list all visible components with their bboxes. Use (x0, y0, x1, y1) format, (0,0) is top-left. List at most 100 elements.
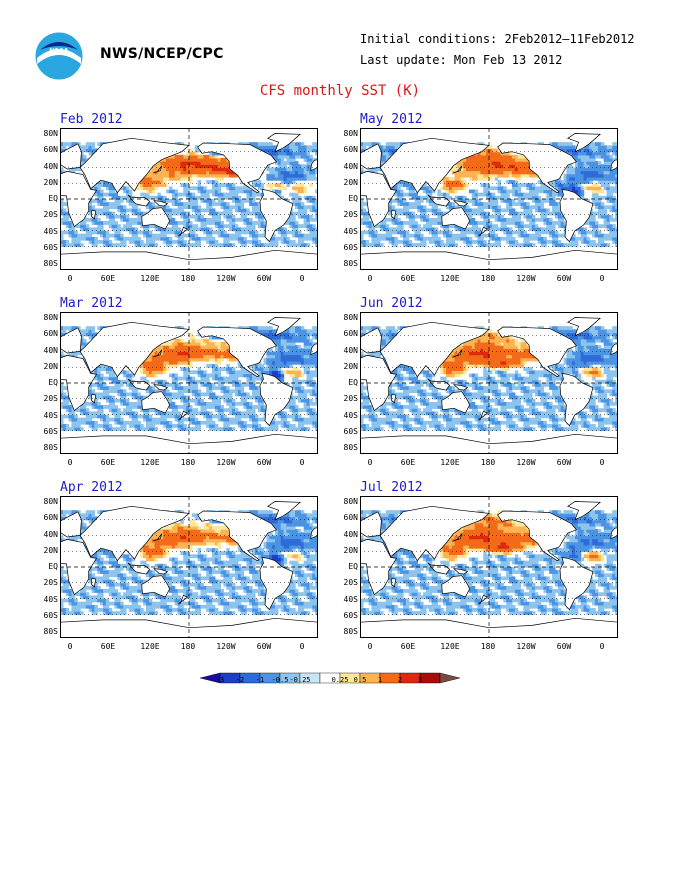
sst-cell (151, 236, 156, 241)
sst-cell (403, 230, 407, 235)
sst-cell (189, 199, 193, 203)
sst-cell (289, 240, 293, 244)
sst-cell (303, 170, 308, 175)
sst-cell (91, 401, 95, 406)
sst-cell (120, 411, 124, 416)
sst-cell (148, 180, 153, 184)
sst-cell (477, 230, 481, 235)
sst-cell (163, 233, 167, 238)
sst-cell (446, 195, 450, 200)
sst-cell (546, 208, 550, 213)
sst-cell (154, 227, 159, 232)
sst-cell (360, 243, 364, 247)
sst-cell (237, 233, 242, 238)
sst-cell (237, 240, 242, 244)
sst-cell (580, 230, 585, 235)
sst-cell (214, 167, 219, 172)
sst-cell (237, 217, 242, 222)
sst-cell (454, 180, 459, 184)
sst-cell (554, 142, 559, 146)
sst-cell (529, 224, 533, 228)
sst-cell (486, 211, 490, 216)
sst-cell (65, 240, 70, 244)
sst-cell (417, 208, 421, 213)
sst-cell (143, 211, 147, 216)
sst-cell (583, 170, 588, 175)
sst-cell (151, 173, 156, 178)
sst-cell (388, 211, 393, 216)
sst-cell (434, 211, 438, 216)
sst-cell (523, 167, 527, 172)
sst-cell (557, 183, 562, 187)
sst-cell (292, 154, 296, 159)
sst-cell (286, 243, 290, 247)
sst-cell (612, 236, 616, 241)
sst-cell (103, 211, 107, 216)
sst-cell (191, 170, 196, 175)
sst-cell (74, 142, 78, 146)
sst-cell (385, 236, 390, 241)
sst-cell (592, 227, 596, 232)
sst-cell (500, 154, 504, 159)
sst-cell (483, 243, 487, 247)
sst-cell (466, 205, 470, 210)
sst-cell (494, 224, 499, 228)
sst-cell (272, 189, 276, 194)
sst-cell (549, 211, 553, 216)
sst-cell (543, 211, 547, 216)
sst-cell (483, 214, 487, 219)
sst-cell (466, 227, 470, 232)
sst-cell (443, 186, 447, 191)
sst-cell (480, 221, 484, 225)
sst-cell (180, 202, 184, 206)
sst-cell (260, 192, 265, 197)
sst-cell (277, 148, 282, 153)
sst-cell (300, 224, 305, 228)
sst-cell (300, 189, 305, 194)
sst-cell (563, 221, 567, 225)
sst-cell (526, 161, 530, 165)
sst-cell (306, 205, 310, 210)
lat-tick-label: 60N (343, 145, 358, 155)
sst-cell (232, 199, 236, 203)
sst-cell (125, 227, 130, 232)
sst-cell (388, 199, 393, 203)
sst-cell (603, 186, 608, 191)
sst-cell (360, 148, 364, 153)
sst-cell (62, 214, 67, 219)
sst-cell (577, 157, 582, 162)
sst-cell (197, 183, 202, 187)
sst-cell (466, 161, 470, 165)
sst-cell (80, 408, 84, 412)
sst-cell (203, 236, 207, 241)
sst-cell (295, 183, 299, 187)
sst-cell (526, 202, 530, 206)
sst-cell (526, 224, 530, 228)
sst-cell (277, 230, 282, 235)
sst-cell (131, 230, 136, 235)
sst-cell (300, 173, 305, 178)
sst-cell (434, 240, 438, 244)
sst-cell (454, 173, 459, 178)
sst-cell (183, 214, 187, 219)
sst-cell (163, 173, 167, 178)
sst-cell (257, 217, 262, 222)
sst-cell (600, 145, 605, 150)
sst-cell (368, 142, 373, 146)
sst-cell (595, 145, 599, 150)
sst-cell (111, 398, 116, 403)
sst-cell (509, 173, 513, 178)
sst-cell (589, 243, 593, 247)
sst-cell (400, 199, 404, 203)
sst-cell (174, 195, 179, 200)
sst-cell (394, 227, 398, 232)
sst-cell (537, 180, 542, 184)
sst-cell (88, 145, 93, 150)
sst-cell (191, 243, 196, 247)
sst-cell (480, 240, 484, 244)
sst-cell (280, 227, 285, 232)
sst-cell (480, 202, 484, 206)
sst-cell (134, 211, 138, 216)
sst-cell (425, 217, 430, 222)
sst-cell (423, 189, 427, 194)
